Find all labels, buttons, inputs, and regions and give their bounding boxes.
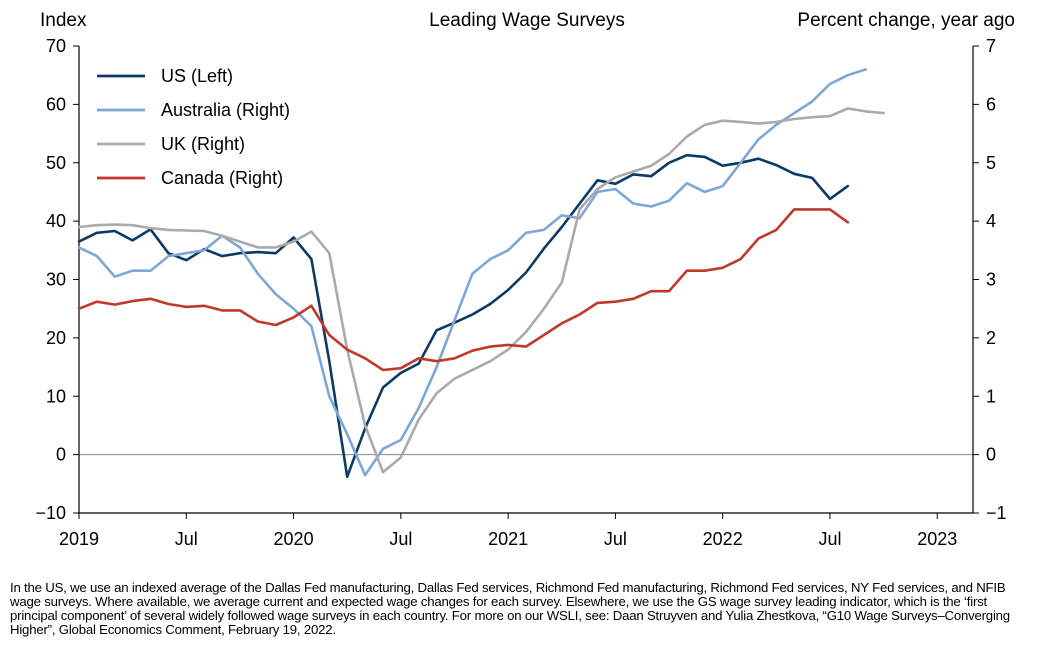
- right-tick-label: 3: [986, 270, 996, 290]
- x-tick-label: 2023: [917, 529, 957, 549]
- right-tick-label: 6: [986, 94, 996, 114]
- series-line-canada: [77, 208, 850, 372]
- x-tick-label: Jul: [175, 529, 198, 549]
- x-tick-label: Jul: [389, 529, 412, 549]
- chart-title: Leading Wage Surveys: [429, 10, 625, 31]
- right-tick-label: 1: [986, 386, 996, 406]
- wage-survey-chart: Index Leading Wage Surveys Percent chang…: [35, 10, 1015, 549]
- right-tick-label: 5: [986, 153, 996, 173]
- chart-legend: US (Left) Australia (Right) UK (Right) Cana…: [97, 66, 290, 188]
- chart-lines: [77, 68, 885, 479]
- left-tick-label: 30: [46, 270, 66, 290]
- x-tick-label: Jul: [818, 529, 841, 549]
- right-tick-label: −1: [986, 503, 1007, 523]
- left-tick-label: 20: [46, 328, 66, 348]
- left-tick-label: 50: [46, 153, 66, 173]
- right-tick-label: 4: [986, 211, 996, 231]
- series-line-uk: [77, 107, 885, 474]
- series-line-us: [77, 153, 850, 479]
- left-tick-label: −10: [35, 503, 66, 523]
- legend-label: US (Left): [161, 66, 233, 86]
- series-line-australia: [77, 68, 867, 477]
- right-tick-label: 2: [986, 328, 996, 348]
- legend-label: Australia (Right): [161, 100, 290, 120]
- right-axis-label: Percent change, year ago: [797, 10, 1015, 31]
- x-tick-label: 2021: [488, 529, 528, 549]
- left-tick-label: 10: [46, 386, 66, 406]
- x-tick-label: Jul: [604, 529, 627, 549]
- left-tick-label: 60: [46, 94, 66, 114]
- left-tick-label: 40: [46, 211, 66, 231]
- left-tick-label: 0: [56, 445, 66, 465]
- legend-label: UK (Right): [161, 134, 245, 154]
- left-tick-label: 70: [46, 36, 66, 56]
- left-axis-label: Index: [40, 10, 87, 31]
- legend-label: Canada (Right): [161, 168, 283, 188]
- footnote: In the US, we use an indexed average of …: [10, 580, 1010, 637]
- x-tick-label: 2022: [703, 529, 743, 549]
- x-tick-label: 2020: [274, 529, 314, 549]
- x-tick-label: 2019: [59, 529, 99, 549]
- right-tick-label: 0: [986, 445, 996, 465]
- right-tick-label: 7: [986, 36, 996, 56]
